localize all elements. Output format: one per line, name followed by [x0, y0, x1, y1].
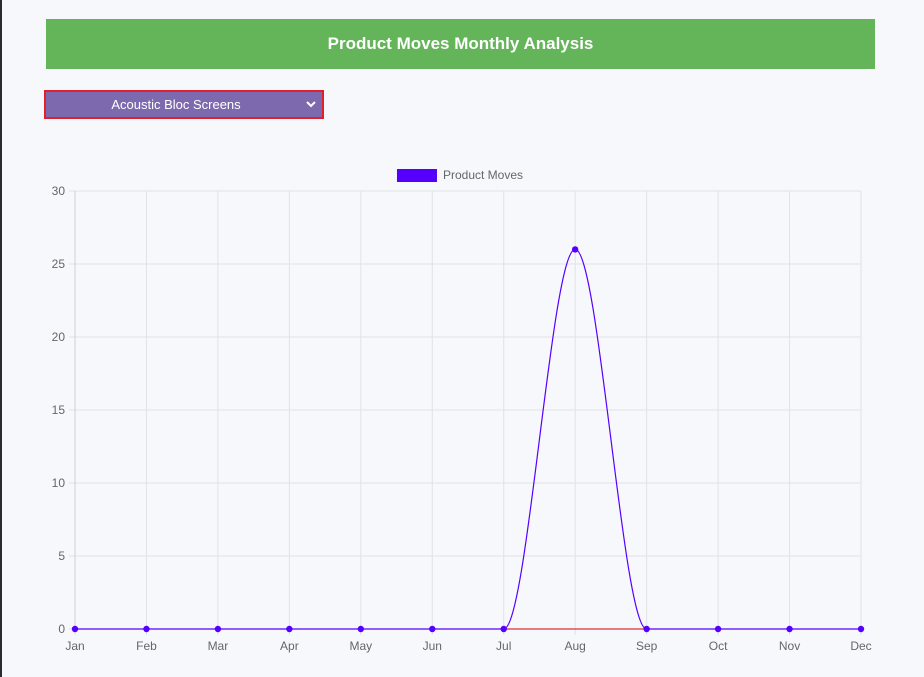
page-header: Product Moves Monthly Analysis	[46, 19, 875, 69]
y-tick-label: 5	[58, 549, 65, 563]
x-tick-label: Aug	[565, 639, 586, 653]
chart-series	[71, 246, 865, 633]
page-title: Product Moves Monthly Analysis	[327, 34, 594, 53]
x-tick-label: Mar	[208, 639, 229, 653]
y-tick-label: 15	[52, 403, 66, 417]
x-tick-label: Apr	[280, 639, 299, 653]
x-tick-label: Jun	[423, 639, 442, 653]
data-point	[571, 246, 579, 253]
data-point	[857, 625, 865, 633]
data-point	[357, 625, 365, 633]
data-point	[643, 625, 650, 633]
data-point	[500, 625, 507, 633]
chart-grid	[69, 190, 862, 635]
data-point	[214, 625, 222, 633]
chart-legend: Product Moves	[396, 168, 523, 182]
data-point	[143, 625, 150, 633]
legend-swatch	[396, 169, 437, 182]
data-point	[429, 625, 436, 633]
x-tick-label: Sep	[636, 639, 658, 653]
y-tick-label: 0	[58, 622, 65, 636]
y-tick-label: 30	[52, 184, 66, 198]
data-point	[286, 625, 293, 633]
x-tick-label: Nov	[779, 639, 800, 653]
x-axis: Jan Feb Mar Apr May Jun Jul Aug Sep Oct Nov Dec	[65, 639, 871, 653]
x-tick-label: Feb	[136, 639, 157, 653]
series-line-product-moves	[75, 248, 861, 630]
data-point	[786, 625, 793, 633]
y-tick-label: 25	[52, 257, 66, 271]
data-point	[714, 625, 722, 633]
y-tick-label: 20	[52, 330, 66, 344]
x-tick-label: May	[349, 639, 372, 653]
window-edge	[0, 0, 2, 677]
y-axis: 0 5 10 15 20 25 30	[52, 184, 66, 636]
x-tick-label: Jan	[65, 639, 84, 653]
product-select[interactable]: Acoustic Bloc Screens	[46, 92, 322, 117]
y-tick-label: 10	[52, 476, 66, 490]
legend-label: Product Moves	[443, 168, 523, 182]
x-tick-label: Dec	[850, 639, 871, 653]
x-tick-label: Oct	[709, 639, 728, 653]
x-tick-label: Jul	[496, 639, 511, 653]
data-point	[71, 625, 79, 633]
